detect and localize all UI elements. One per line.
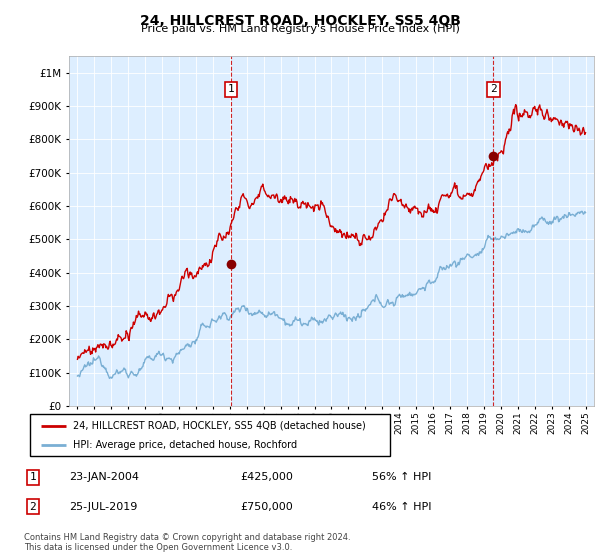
Text: 2: 2 [490, 85, 497, 94]
FancyBboxPatch shape [30, 414, 390, 456]
Text: 23-JAN-2004: 23-JAN-2004 [69, 472, 139, 482]
Text: £750,000: £750,000 [240, 502, 293, 512]
Text: 24, HILLCREST ROAD, HOCKLEY, SS5 4QB (detached house): 24, HILLCREST ROAD, HOCKLEY, SS5 4QB (de… [73, 421, 366, 431]
Text: 46% ↑ HPI: 46% ↑ HPI [372, 502, 431, 512]
Text: This data is licensed under the Open Government Licence v3.0.: This data is licensed under the Open Gov… [24, 543, 292, 552]
Text: 1: 1 [227, 85, 234, 94]
Text: Price paid vs. HM Land Registry's House Price Index (HPI): Price paid vs. HM Land Registry's House … [140, 24, 460, 34]
Text: £425,000: £425,000 [240, 472, 293, 482]
Text: 24, HILLCREST ROAD, HOCKLEY, SS5 4QB: 24, HILLCREST ROAD, HOCKLEY, SS5 4QB [140, 14, 460, 28]
Text: Contains HM Land Registry data © Crown copyright and database right 2024.: Contains HM Land Registry data © Crown c… [24, 533, 350, 542]
Text: 25-JUL-2019: 25-JUL-2019 [69, 502, 137, 512]
Text: 2: 2 [29, 502, 37, 512]
Text: HPI: Average price, detached house, Rochford: HPI: Average price, detached house, Roch… [73, 440, 298, 450]
Text: 1: 1 [29, 472, 37, 482]
Text: 56% ↑ HPI: 56% ↑ HPI [372, 472, 431, 482]
